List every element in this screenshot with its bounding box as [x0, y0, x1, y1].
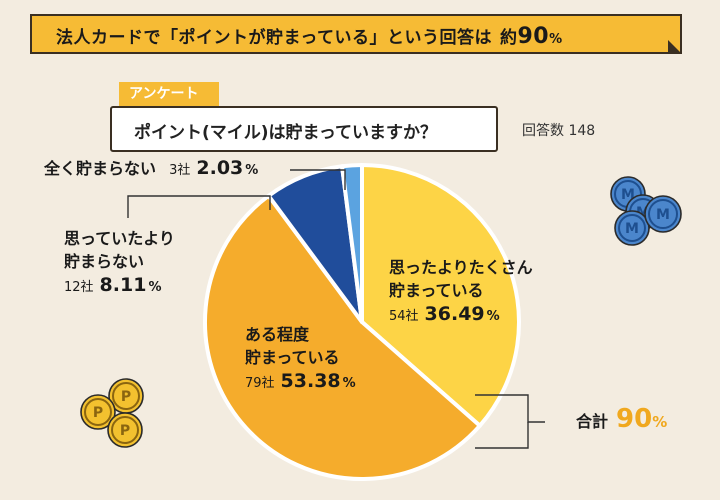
slice-some-line1: ある程度	[245, 325, 310, 344]
slice-few-value: 8.11	[99, 274, 147, 296]
question-box: ポイント(マイル)は貯まっていますか？	[110, 106, 498, 152]
coin-p-3-ring	[111, 416, 139, 444]
slice-many-line2: 貯まっている	[389, 281, 484, 300]
coin-m-4-rim	[644, 195, 682, 233]
slice-some-unit: %	[342, 376, 356, 391]
slice-few-line2: 貯まらない	[64, 252, 145, 271]
coin-p-3: P	[107, 412, 143, 448]
coin-p-2: P	[80, 394, 116, 430]
coin-m-3: M	[614, 210, 650, 246]
leader-line-total	[475, 394, 545, 423]
slice-label-few: 思っていたより 貯まらない 12社 8.11%	[64, 227, 175, 300]
coin-m-3-letter: M	[625, 221, 639, 237]
headline-text: 法人カードで「ポイントが貯まっている」という回答は 約90%	[56, 23, 563, 49]
slice-some-value: 53.38	[280, 370, 341, 392]
pie-slice-some	[203, 193, 482, 482]
total-label: 合計	[576, 412, 609, 431]
leader-line-none	[290, 169, 346, 190]
slice-many-unit: %	[486, 309, 500, 324]
headline-title: 法人カードで「ポイントが貯まっている」という回答は	[56, 28, 492, 48]
headline-banner: 法人カードで「ポイントが貯まっている」という回答は 約90%	[30, 14, 682, 54]
respondent-count: 回答数 148	[522, 123, 596, 139]
coin-m-4-letter: M	[656, 207, 670, 223]
slice-many-line1: 思ったよりたくさん	[389, 258, 533, 277]
slice-label-none: 全く貯まらない 3社 2.03%	[44, 156, 258, 183]
leader-line-total-lower	[475, 422, 529, 449]
slice-none-value: 2.03	[196, 157, 244, 179]
slice-few-count: 12社	[64, 280, 94, 295]
headline-highlight: 約90%	[500, 23, 563, 49]
leader-line-few	[127, 195, 271, 218]
total-value: 90	[616, 404, 653, 434]
slice-some-line2: 貯まっている	[245, 348, 340, 367]
coin-p-2-ring	[84, 398, 112, 426]
coin-m-4-ring	[648, 199, 678, 229]
slice-label-some: ある程度 貯まっている 79社 53.38%	[245, 323, 356, 396]
headline-unit: %	[549, 32, 563, 47]
survey-tag: アンケート	[119, 82, 219, 106]
coin-p-1: P	[108, 378, 144, 414]
slice-few-line1: 思っていたより	[64, 229, 175, 248]
headline-value: 90	[517, 24, 550, 49]
slice-many-value: 36.49	[424, 303, 485, 325]
coin-m-3-ring	[618, 214, 646, 242]
pie-slice-many	[360, 163, 521, 428]
headline-prefix: 約	[499, 28, 518, 48]
slice-many-count: 54社	[389, 309, 419, 324]
slice-few-unit: %	[148, 280, 162, 295]
slice-label-many: 思ったよりたくさん 貯まっている 54社 36.49%	[389, 256, 533, 329]
coin-m-4: M	[644, 195, 682, 233]
total-unit: %	[652, 413, 668, 431]
coin-p-3-letter: P	[120, 423, 130, 439]
coin-p-1-letter: P	[121, 389, 131, 405]
total-callout: 合計 90%	[576, 404, 667, 434]
coin-p-2-letter: P	[93, 405, 103, 421]
slice-none-count: 3社	[169, 163, 191, 178]
slice-some-count: 79社	[245, 376, 275, 391]
banner-fold-corner	[668, 40, 682, 54]
coin-p-1-ring	[112, 382, 140, 410]
question-text: ポイント(マイル)は貯まっていますか？	[134, 123, 438, 143]
slice-none-line1: 全く貯まらない	[44, 159, 157, 178]
pie-slice-none	[340, 163, 364, 324]
slice-none-unit: %	[245, 163, 259, 178]
